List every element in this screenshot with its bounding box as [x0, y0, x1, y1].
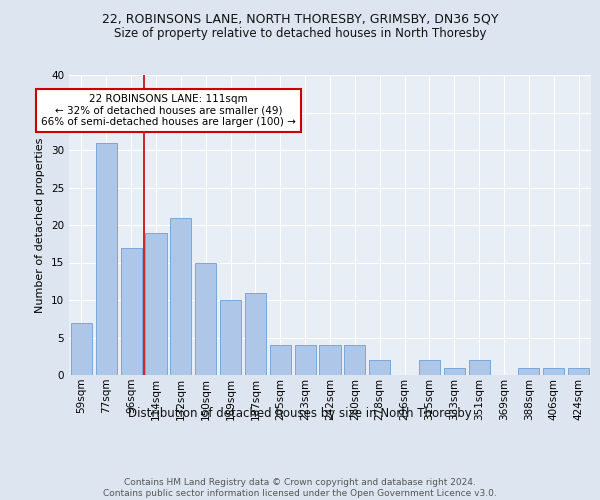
Bar: [195, 262, 216, 375]
Text: Distribution of detached houses by size in North Thoresby: Distribution of detached houses by size …: [128, 408, 472, 420]
Text: Contains HM Land Registry data © Crown copyright and database right 2024.
Contai: Contains HM Land Registry data © Crown c…: [103, 478, 497, 498]
Text: Size of property relative to detached houses in North Thoresby: Size of property relative to detached ho…: [114, 28, 486, 40]
Bar: [245, 292, 266, 375]
Text: 22 ROBINSONS LANE: 111sqm
← 32% of detached houses are smaller (49)
66% of semi-: 22 ROBINSONS LANE: 111sqm ← 32% of detac…: [41, 94, 296, 127]
Bar: [419, 360, 440, 375]
Y-axis label: Number of detached properties: Number of detached properties: [35, 138, 46, 312]
Text: 22, ROBINSONS LANE, NORTH THORESBY, GRIMSBY, DN36 5QY: 22, ROBINSONS LANE, NORTH THORESBY, GRIM…: [102, 12, 498, 26]
Bar: [344, 345, 365, 375]
Bar: [220, 300, 241, 375]
Bar: [543, 368, 564, 375]
Bar: [121, 248, 142, 375]
Bar: [145, 232, 167, 375]
Bar: [319, 345, 341, 375]
Bar: [270, 345, 291, 375]
Bar: [369, 360, 390, 375]
Bar: [96, 142, 117, 375]
Bar: [295, 345, 316, 375]
Bar: [71, 322, 92, 375]
Bar: [469, 360, 490, 375]
Bar: [444, 368, 465, 375]
Bar: [568, 368, 589, 375]
Bar: [518, 368, 539, 375]
Bar: [170, 218, 191, 375]
